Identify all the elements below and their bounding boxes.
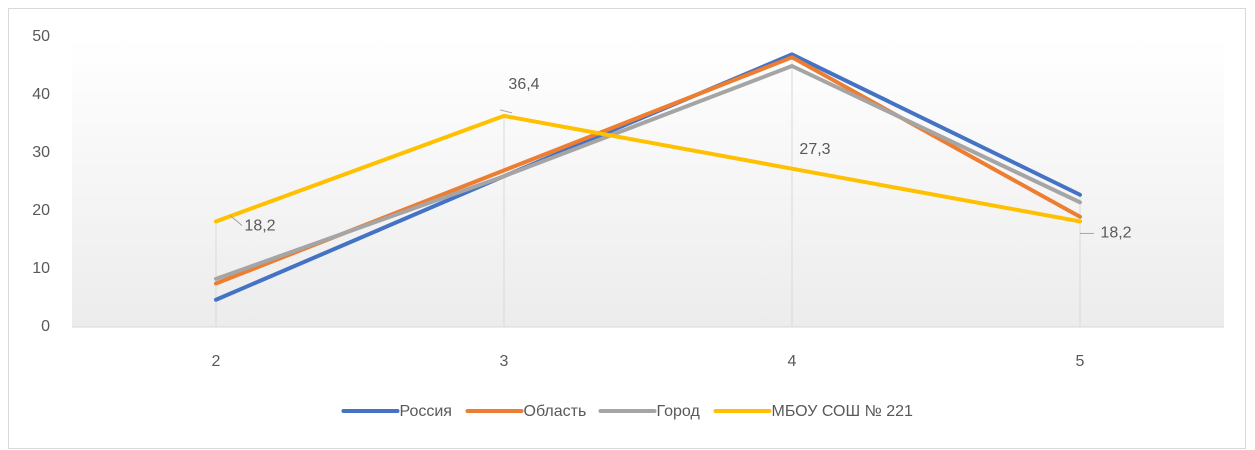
y-tick-label: 20 [32,202,50,219]
y-tick-label: 50 [32,28,50,45]
x-tick-label: 2 [212,353,221,370]
x-tick-label: 3 [500,353,509,370]
leader-line [229,215,243,226]
x-tick-label: 5 [1076,353,1085,370]
legend-label: МБОУ СОШ № 221 [772,403,914,420]
data-label: 18,2 [1100,225,1131,242]
y-tick-label: 10 [32,260,50,277]
legend-label: Россия [400,403,452,420]
y-tick-label: 0 [41,318,50,335]
series-line [214,113,1082,224]
data-label: 36,4 [508,76,539,93]
x-tick-label: 4 [788,353,797,370]
data-label: 18,2 [244,218,275,235]
leader-line [499,109,513,114]
data-label: 27,3 [799,141,830,158]
legend-label: Область [524,403,587,420]
y-tick-label: 40 [32,86,50,103]
y-tick-label: 30 [32,144,50,161]
legend-label: Город [657,403,701,420]
series-line [214,64,1082,281]
